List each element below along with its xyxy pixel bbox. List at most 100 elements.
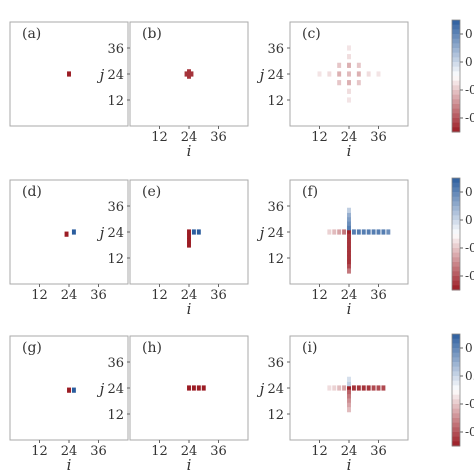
colorbar-segment: [452, 220, 460, 226]
colorbar-segment: [452, 52, 460, 58]
colorbar-segment: [452, 57, 460, 63]
heatmap-cell: [347, 389, 351, 395]
heatmap-cell: [187, 73, 191, 79]
heatmap-cell: [371, 385, 376, 391]
heatmap-cell: [347, 394, 351, 400]
colorbar-segment: [452, 215, 460, 221]
heatmap-cell: [187, 238, 191, 244]
colorbar-segment: [452, 127, 460, 133]
y-tick-label: 36: [107, 42, 124, 57]
y-axis-label: j: [257, 380, 265, 398]
panel-frame: [9, 179, 129, 285]
heatmap-cell: [347, 268, 351, 274]
heatmap-cell: [71, 229, 76, 235]
y-axis-label: j: [257, 224, 265, 242]
colorbar-segment: [452, 178, 460, 184]
x-tick-label: 12: [311, 288, 328, 303]
heatmap-cell: [366, 229, 371, 235]
colorbar-segment: [452, 66, 460, 72]
y-axis-label: j: [257, 66, 265, 84]
heatmap-cell: [347, 54, 351, 60]
heatmap-cell: [347, 233, 351, 239]
colorbar-segment: [452, 108, 460, 114]
y-tick-label: 12: [107, 408, 124, 423]
panel-label: (h): [142, 340, 162, 356]
x-tick-label: 24: [181, 288, 198, 303]
colorbar-frame: [451, 333, 461, 447]
colorbar-segment: [452, 380, 460, 386]
panel-label: (d): [22, 184, 42, 200]
colorbar-segment: [452, 201, 460, 207]
colorbar-segment: [452, 285, 460, 291]
colorbar-segment: [452, 24, 460, 30]
heatmap-cell: [371, 229, 376, 235]
x-axis-label: i: [67, 456, 72, 474]
colorbar-segment: [452, 376, 460, 382]
heatmap-cell: [356, 80, 361, 86]
colorbar-segment: [452, 404, 460, 410]
heatmap-cell: [351, 385, 356, 391]
colorbar-segment: [452, 422, 460, 428]
colorbar-tick-label: -0: [465, 397, 474, 411]
x-axis-label: i: [347, 142, 352, 160]
colorbar-segment: [452, 182, 460, 188]
y-tick-label: 24: [267, 68, 284, 83]
colorbar-segment: [452, 427, 460, 433]
colorbar-tick-label: 0: [465, 55, 473, 69]
heatmap-cell: [347, 385, 351, 391]
heatmap-cell: [347, 62, 351, 68]
colorbar-segment: [452, 413, 460, 419]
heatmap-cell: [347, 407, 351, 413]
colorbar-frame: [451, 19, 461, 133]
heatmap-cell: [327, 71, 332, 77]
heatmap-cell: [189, 71, 194, 77]
heatmap-cell: [356, 229, 361, 235]
colorbar-segment: [452, 29, 460, 35]
colorbar-segment: [452, 390, 460, 396]
y-tick-label: 36: [107, 200, 124, 215]
heatmap-cell: [366, 385, 371, 391]
heatmap-cell: [332, 385, 337, 391]
colorbar-segment: [452, 343, 460, 349]
y-tick-label: 12: [107, 252, 124, 267]
heatmap-cell: [71, 387, 76, 393]
heatmap-cell: [351, 229, 356, 235]
x-tick-label: 36: [370, 130, 387, 145]
colorbar-segment: [452, 357, 460, 363]
heatmap-cell: [376, 229, 381, 235]
x-axis-label: i: [187, 456, 192, 474]
colorbar-segment: [452, 38, 460, 44]
heatmap-cell: [347, 251, 351, 257]
x-tick-label: 12: [151, 444, 168, 459]
colorbar-segment: [452, 76, 460, 82]
heatmap-cell: [347, 212, 351, 218]
x-tick-label: 12: [311, 444, 328, 459]
colorbar-frame: [451, 177, 461, 291]
heatmap-cell: [347, 259, 351, 265]
x-tick-label: 36: [90, 444, 107, 459]
heatmap-cell: [342, 385, 347, 391]
heatmap-cell: [337, 385, 342, 391]
x-tick-label: 24: [341, 444, 358, 459]
heatmap-cell: [191, 229, 196, 235]
colorbar-segment: [452, 418, 460, 424]
heatmap-cell: [187, 242, 191, 248]
heatmap-cell: [347, 220, 351, 226]
x-tick-label: 24: [61, 288, 78, 303]
heatmap-cell: [184, 71, 189, 77]
heatmap-cell: [356, 385, 361, 391]
heatmap-cell: [356, 71, 361, 77]
heatmap-cell: [337, 80, 342, 86]
heatmap-cell: [337, 62, 342, 68]
panel-label: (c): [302, 26, 321, 42]
heatmap-cell: [356, 62, 361, 68]
y-tick-label: 24: [267, 226, 284, 241]
heatmap-cell: [347, 402, 351, 408]
x-tick-label: 36: [370, 444, 387, 459]
colorbar-segment: [452, 210, 460, 216]
colorbar-segment: [452, 266, 460, 272]
heatmap-cell: [347, 80, 351, 86]
heatmap-cell: [347, 97, 351, 103]
panel-label: (b): [142, 26, 162, 42]
